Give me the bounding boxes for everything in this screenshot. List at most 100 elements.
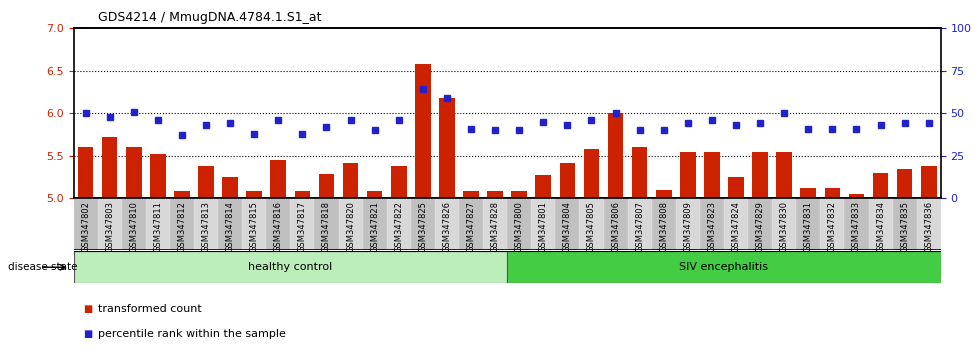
Bar: [242, 198, 267, 250]
Text: GSM347805: GSM347805: [587, 201, 596, 252]
Bar: [656, 190, 671, 198]
Bar: [391, 166, 407, 198]
Text: GSM347818: GSM347818: [322, 201, 331, 252]
Text: healthy control: healthy control: [248, 262, 332, 272]
Bar: [724, 198, 748, 250]
Bar: [700, 198, 724, 250]
Bar: [387, 198, 411, 250]
Text: GSM347800: GSM347800: [514, 201, 523, 252]
Bar: [748, 198, 772, 250]
Bar: [363, 198, 387, 250]
Text: GSM347827: GSM347827: [466, 201, 475, 252]
Bar: [824, 188, 840, 198]
Bar: [74, 198, 98, 250]
Text: GSM347825: GSM347825: [418, 201, 427, 252]
Text: GSM347804: GSM347804: [563, 201, 572, 252]
Bar: [198, 166, 214, 198]
Text: GSM347813: GSM347813: [202, 201, 211, 252]
Bar: [796, 198, 820, 250]
Text: GSM347826: GSM347826: [442, 201, 452, 252]
Bar: [459, 198, 483, 250]
Bar: [820, 198, 845, 250]
Bar: [560, 162, 575, 198]
Text: percentile rank within the sample: percentile rank within the sample: [98, 329, 286, 339]
Text: GSM347832: GSM347832: [828, 201, 837, 252]
Bar: [753, 152, 768, 198]
Text: GSM347820: GSM347820: [346, 201, 355, 252]
Text: ■: ■: [83, 304, 92, 314]
Bar: [194, 198, 218, 250]
Text: GSM347816: GSM347816: [273, 201, 283, 252]
Text: GSM347808: GSM347808: [660, 201, 668, 252]
Text: GSM347814: GSM347814: [225, 201, 234, 252]
Bar: [873, 173, 889, 198]
Bar: [487, 192, 503, 198]
Bar: [174, 192, 190, 198]
Bar: [150, 154, 166, 198]
Bar: [464, 192, 479, 198]
Bar: [512, 192, 527, 198]
Bar: [531, 198, 556, 250]
Bar: [102, 137, 118, 198]
Bar: [295, 192, 311, 198]
Bar: [125, 147, 141, 198]
Bar: [508, 198, 531, 250]
Text: GSM347812: GSM347812: [177, 201, 186, 252]
Bar: [772, 198, 796, 250]
Bar: [435, 198, 459, 250]
Text: SIV encephalitis: SIV encephalitis: [679, 262, 768, 272]
Bar: [170, 198, 194, 250]
Bar: [338, 198, 363, 250]
Bar: [584, 149, 600, 198]
Bar: [608, 113, 623, 198]
Text: GSM347802: GSM347802: [81, 201, 90, 252]
Text: GSM347811: GSM347811: [153, 201, 163, 252]
Text: GSM347824: GSM347824: [731, 201, 741, 252]
Bar: [916, 198, 941, 250]
Bar: [676, 198, 700, 250]
Text: disease state: disease state: [8, 262, 77, 272]
Bar: [579, 198, 604, 250]
Bar: [218, 198, 242, 250]
Text: GSM347830: GSM347830: [780, 201, 789, 252]
Bar: [632, 147, 648, 198]
Bar: [893, 198, 916, 250]
Text: GSM347833: GSM347833: [852, 201, 861, 252]
Bar: [801, 188, 816, 198]
Bar: [315, 198, 338, 250]
Text: GSM347821: GSM347821: [370, 201, 379, 252]
Bar: [604, 198, 627, 250]
Bar: [868, 198, 893, 250]
Bar: [535, 175, 551, 198]
Text: GDS4214 / MmugDNA.4784.1.S1_at: GDS4214 / MmugDNA.4784.1.S1_at: [98, 11, 321, 24]
Bar: [897, 169, 912, 198]
Bar: [267, 198, 290, 250]
Text: ■: ■: [83, 329, 92, 339]
Bar: [680, 152, 696, 198]
Text: GSM347835: GSM347835: [901, 201, 909, 252]
Bar: [415, 64, 430, 198]
Bar: [652, 198, 676, 250]
Text: GSM347807: GSM347807: [635, 201, 644, 252]
Text: transformed count: transformed count: [98, 304, 202, 314]
Bar: [146, 198, 170, 250]
Text: GSM347829: GSM347829: [756, 201, 764, 252]
Bar: [728, 177, 744, 198]
Bar: [845, 198, 868, 250]
Bar: [704, 152, 719, 198]
Text: GSM347806: GSM347806: [612, 201, 620, 252]
Bar: [222, 177, 238, 198]
Bar: [270, 160, 286, 198]
Bar: [246, 192, 262, 198]
Text: GSM347809: GSM347809: [683, 201, 692, 252]
Text: GSM347817: GSM347817: [298, 201, 307, 252]
Bar: [98, 198, 122, 250]
Bar: [77, 147, 93, 198]
Bar: [411, 198, 435, 250]
Bar: [483, 198, 508, 250]
Bar: [290, 198, 315, 250]
Bar: [318, 175, 334, 198]
Text: GSM347822: GSM347822: [394, 201, 403, 252]
Bar: [74, 251, 508, 283]
Bar: [627, 198, 652, 250]
